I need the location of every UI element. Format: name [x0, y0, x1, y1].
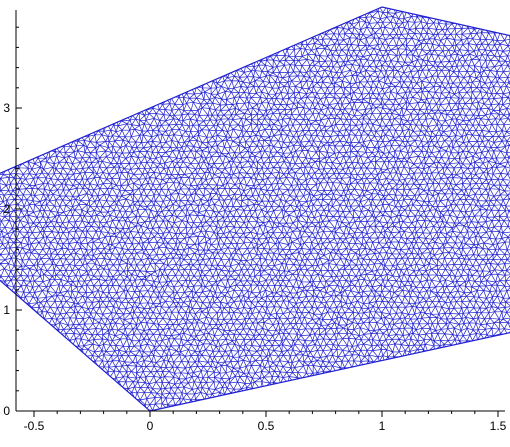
y-tick-label: 2: [3, 202, 10, 216]
y-tick-label: 3: [3, 101, 10, 115]
x-tick-label: 0: [147, 419, 154, 433]
y-tick-label: 0: [3, 404, 10, 418]
x-tick-label: 1.5: [490, 419, 507, 433]
x-tick-label: -0.5: [24, 419, 45, 433]
x-tick-label: 0.5: [258, 419, 275, 433]
y-tick-label: 1: [3, 303, 10, 317]
x-tick-label: 1: [379, 419, 386, 433]
